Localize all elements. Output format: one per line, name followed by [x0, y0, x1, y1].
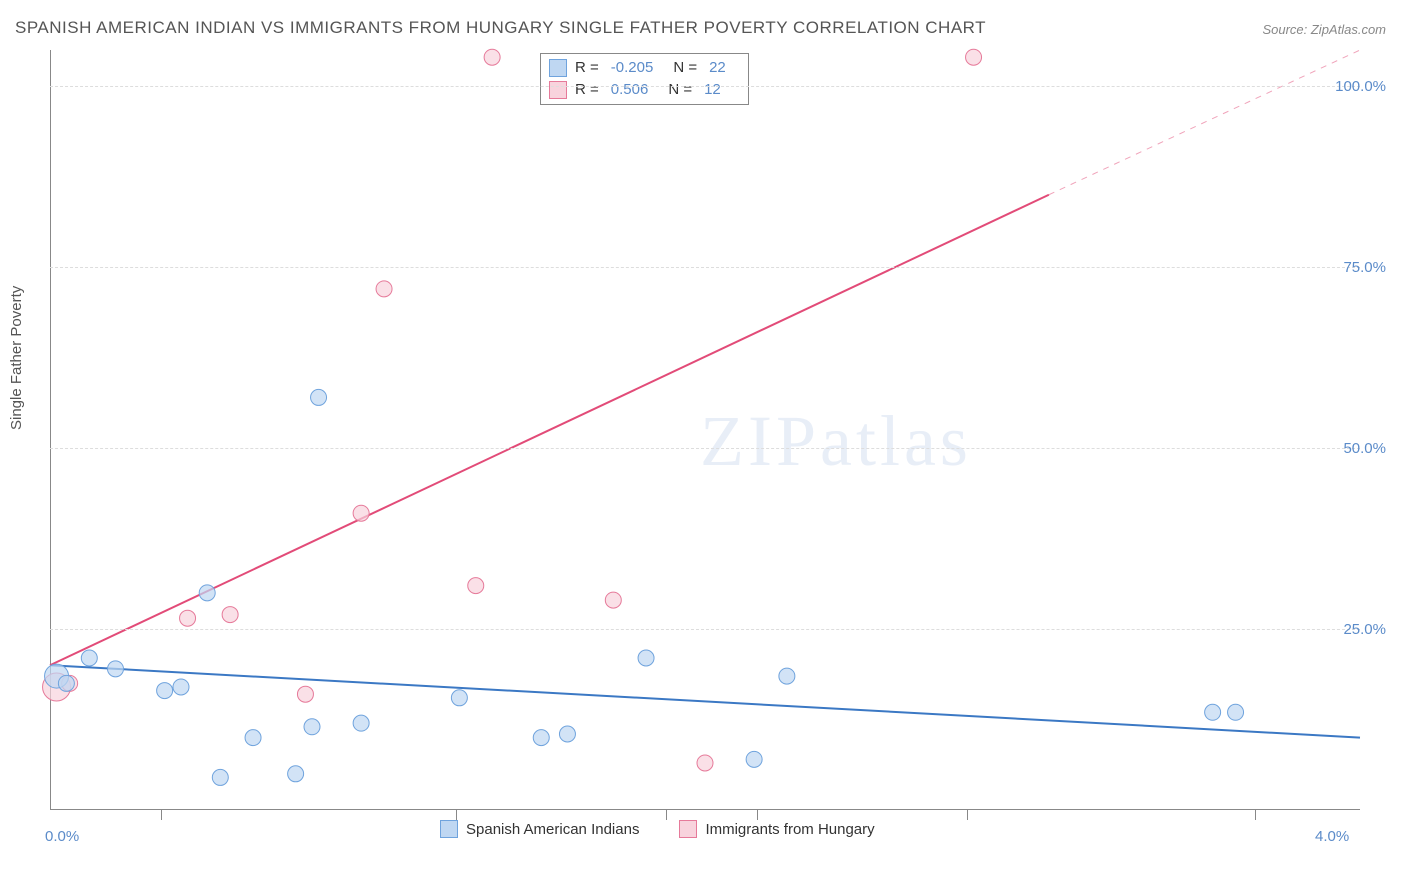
data-point	[353, 715, 369, 731]
data-point	[157, 683, 173, 699]
x-tick-label: 0.0%	[45, 828, 79, 845]
data-point	[311, 389, 327, 405]
legend-correlation-box: R = -0.205 N = 22 R = 0.506 N = 12	[540, 53, 749, 105]
x-tick	[1255, 810, 1256, 820]
x-tick-label: 4.0%	[1315, 828, 1349, 845]
data-point	[779, 668, 795, 684]
legend-n-label: N =	[673, 57, 697, 79]
x-tick	[967, 810, 968, 820]
data-point	[81, 650, 97, 666]
y-tick-label: 100.0%	[1335, 78, 1386, 95]
gridline	[50, 629, 1360, 630]
gridline	[50, 86, 1360, 87]
legend-n-value-2: 12	[704, 79, 721, 101]
data-point	[484, 49, 500, 65]
data-point	[638, 650, 654, 666]
data-point	[353, 505, 369, 521]
legend-r-value-1: -0.205	[611, 57, 654, 79]
legend-r-label: R =	[575, 57, 599, 79]
legend-swatch-blue	[440, 820, 458, 838]
legend-n-value-1: 22	[709, 57, 726, 79]
y-axis-label: Single Father Poverty	[8, 286, 25, 430]
data-point	[58, 675, 74, 691]
legend-item-1: Spanish American Indians	[440, 820, 639, 838]
data-point	[288, 766, 304, 782]
data-point	[212, 769, 228, 785]
x-tick	[666, 810, 667, 820]
data-point	[746, 751, 762, 767]
legend-row-1: R = -0.205 N = 22	[549, 57, 738, 79]
legend-r-label: R =	[575, 79, 599, 101]
data-point	[245, 730, 261, 746]
legend-r-value-2: 0.506	[611, 79, 649, 101]
legend-swatch-pink	[679, 820, 697, 838]
legend-swatch-pink	[549, 81, 567, 99]
x-tick	[456, 810, 457, 820]
data-point	[304, 719, 320, 735]
gridline	[50, 448, 1360, 449]
legend-item-label: Immigrants from Hungary	[705, 821, 874, 838]
legend-swatch-blue	[549, 59, 567, 77]
data-point	[222, 607, 238, 623]
legend-series-box: Spanish American Indians Immigrants from…	[440, 820, 875, 838]
data-point	[533, 730, 549, 746]
legend-row-2: R = 0.506 N = 12	[549, 79, 738, 101]
gridline	[50, 267, 1360, 268]
data-point	[376, 281, 392, 297]
legend-item-2: Immigrants from Hungary	[679, 820, 874, 838]
x-tick	[161, 810, 162, 820]
data-point	[697, 755, 713, 771]
x-tick	[757, 810, 758, 820]
chart-title: SPANISH AMERICAN INDIAN VS IMMIGRANTS FR…	[15, 18, 986, 38]
data-point	[199, 585, 215, 601]
trendline-extrapolated	[1049, 50, 1360, 195]
y-tick-label: 25.0%	[1343, 621, 1386, 638]
data-point	[108, 661, 124, 677]
data-point	[173, 679, 189, 695]
data-point	[559, 726, 575, 742]
data-point	[180, 610, 196, 626]
trendline	[50, 665, 1360, 737]
legend-item-label: Spanish American Indians	[466, 821, 639, 838]
y-tick-label: 75.0%	[1343, 259, 1386, 276]
data-point	[1205, 704, 1221, 720]
data-point	[468, 578, 484, 594]
data-point	[297, 686, 313, 702]
scatter-plot	[50, 50, 1360, 810]
data-point	[451, 690, 467, 706]
data-point	[966, 49, 982, 65]
data-point	[605, 592, 621, 608]
data-point	[1228, 704, 1244, 720]
legend-n-label: N =	[668, 79, 692, 101]
y-tick-label: 50.0%	[1343, 440, 1386, 457]
source-label: Source: ZipAtlas.com	[1262, 22, 1386, 37]
